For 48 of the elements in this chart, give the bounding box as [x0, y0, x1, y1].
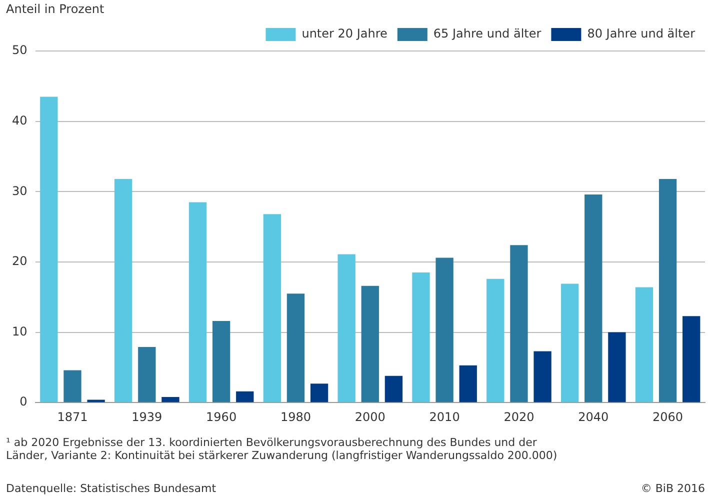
text: ¹ ab 2020 Ergebnisse der 13. koordinierten Bevölkerungsvorausberechnung des Bundes und der Länder, Variante 2: Kontinuität bei stärkerer Zuwanderung (langfristiger Wanderungssaldo 200.000) — [6, 436, 558, 462]
bar — [658, 178, 677, 402]
x-tick-label: 2060 — [652, 410, 684, 424]
bar — [286, 294, 305, 402]
bar — [188, 202, 207, 402]
bar — [682, 316, 700, 402]
y-tick-label: 20 — [12, 254, 28, 268]
bar — [162, 396, 180, 402]
bar — [412, 272, 430, 402]
bar — [138, 347, 156, 402]
bar — [384, 376, 403, 402]
bar — [635, 287, 654, 402]
bar — [40, 96, 58, 402]
bar — [361, 286, 379, 402]
bar — [584, 194, 602, 402]
bar — [510, 245, 528, 402]
bar — [338, 254, 356, 402]
bar — [236, 391, 254, 402]
bar — [436, 258, 454, 402]
legend-label: unter 20 Jahre — [302, 26, 388, 41]
bar — [310, 384, 328, 402]
bar — [212, 321, 230, 402]
bar — [560, 284, 579, 402]
text: Datenquelle: Statistisches Bundesamt — [6, 482, 216, 495]
bar — [263, 214, 281, 402]
bar — [114, 178, 132, 402]
x-tick-label: 1871 — [57, 410, 88, 424]
x-tick-label: 2040 — [578, 410, 609, 424]
bar — [486, 278, 504, 402]
bar — [459, 365, 477, 402]
legend-label: 65 Jahre und älter — [433, 26, 542, 41]
y-tick-label: 40 — [12, 113, 28, 128]
x-tick-label: 1960 — [206, 410, 237, 424]
y-axis-title: Anteil in Prozent — [6, 2, 104, 16]
y-tick-label: 10 — [12, 324, 28, 338]
legend-label: 80 Jahre und älter — [587, 26, 696, 41]
x-tick-label: 2010 — [429, 410, 460, 424]
text: © BiB 2016 — [640, 482, 705, 495]
y-tick-label: 50 — [12, 43, 28, 58]
x-tick-label: 2020 — [504, 410, 534, 424]
x-tick-label: 1939 — [132, 410, 162, 424]
y-tick-label: 0 — [20, 394, 28, 409]
bar — [534, 351, 552, 402]
x-tick-label: 2000 — [354, 410, 386, 424]
bar — [608, 332, 626, 402]
y-tick-label: 30 — [12, 184, 28, 198]
x-tick-label: 1980 — [280, 410, 311, 424]
bar — [64, 370, 82, 402]
